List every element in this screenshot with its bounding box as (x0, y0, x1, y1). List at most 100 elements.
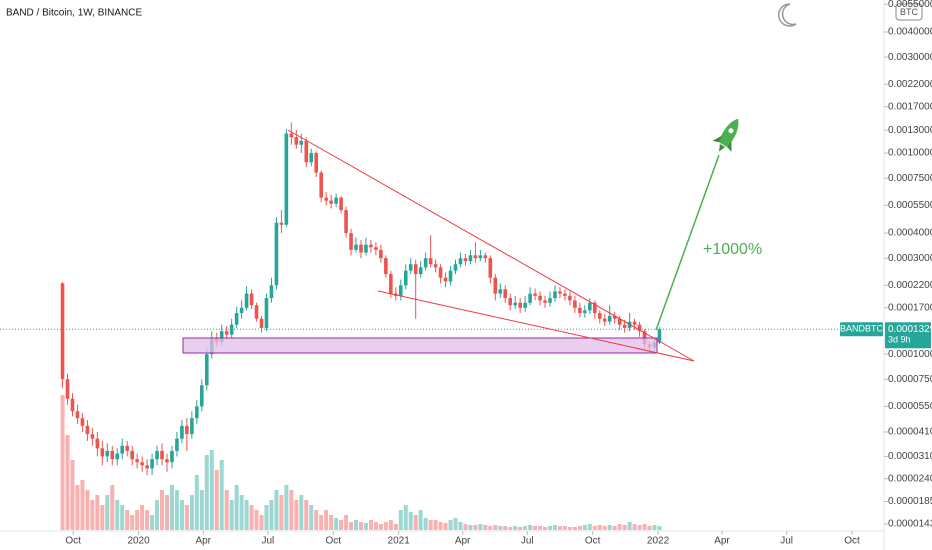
y-tick-label: 0.0000310 (888, 451, 932, 462)
y-tick-label: 0.0017000 (888, 101, 932, 112)
volume-bar (169, 485, 174, 530)
candle-body (155, 450, 159, 460)
candle-body (289, 133, 294, 138)
volume-bar (388, 520, 393, 530)
volume-bar (100, 505, 105, 530)
volume-bar (617, 524, 622, 530)
candle-body (543, 300, 547, 303)
candle-body (175, 438, 179, 451)
volume-bar (562, 526, 567, 530)
candle-body (448, 270, 453, 282)
volume-bar (204, 455, 209, 530)
candle-body (548, 298, 552, 303)
y-tick-label: 0.0000240 (888, 473, 932, 484)
volume-bar (403, 505, 408, 530)
volume-bar (339, 520, 344, 530)
volume-bar (493, 525, 498, 530)
candle-body (617, 318, 622, 325)
candle-body (433, 264, 438, 268)
volume-bar (543, 527, 548, 530)
volume-bar (214, 470, 219, 530)
candle-body (110, 450, 115, 460)
candle-body (553, 291, 557, 299)
volume-bar (309, 505, 314, 530)
volume-bar (239, 495, 244, 530)
volume-bar (557, 526, 562, 530)
volume-bar (592, 526, 597, 530)
candle-body (389, 274, 393, 294)
candle-body (65, 379, 70, 399)
countdown-label: 3d 9h (888, 335, 911, 345)
candle-body (334, 197, 338, 204)
volume-bar (120, 505, 125, 530)
chart-title: BAND / Bitcoin, 1W, BINANCE (6, 8, 142, 19)
y-tick-label: 0.0000185 (888, 496, 932, 507)
volume-bar (294, 500, 299, 530)
candle-body (115, 453, 120, 460)
y-tick-label: 0.0005500 (888, 200, 932, 211)
volume-bar (164, 495, 169, 530)
theme-toggle[interactable] (777, 3, 797, 27)
y-tick-label: 0.0003000 (888, 253, 932, 264)
x-tick-label: Apr (455, 536, 471, 547)
candle-body (125, 445, 129, 451)
candle-body (140, 462, 144, 466)
volume-bar (657, 526, 662, 530)
candle-body (279, 222, 284, 225)
volume-bar (572, 527, 577, 530)
candle-body (528, 293, 532, 303)
volume-bar (274, 490, 279, 530)
volume-bar (473, 525, 478, 530)
x-tick-label: Jul (521, 536, 534, 547)
candle-body (160, 450, 164, 460)
x-tick-label: Apr (195, 536, 211, 547)
candle-body (602, 318, 607, 322)
candle-body (165, 459, 169, 463)
volume-bar (423, 518, 428, 530)
volume-bar (373, 522, 378, 530)
candle-body (299, 140, 304, 145)
volume-bar (468, 525, 473, 530)
volume-bar (577, 526, 582, 530)
y-tick-label: 0.0040000 (888, 27, 932, 38)
volume-bar (95, 495, 100, 530)
volume-bar (428, 520, 433, 530)
volume-bar (249, 505, 254, 530)
symbol-label: BANDBTC (840, 324, 884, 334)
volume-bar (358, 522, 363, 530)
currency-badge[interactable] (895, 3, 923, 21)
candle-body (592, 302, 597, 314)
candle-body (180, 425, 184, 439)
candle-body (463, 258, 468, 262)
candle-body (85, 425, 90, 435)
volume-bar (463, 524, 468, 530)
trend-line-lower (377, 290, 695, 362)
candle-body (468, 255, 473, 262)
volume-bar (448, 520, 453, 530)
volume-bar (194, 475, 199, 530)
volume-bar (229, 500, 234, 530)
volume-bar (518, 527, 523, 530)
volume-bar (145, 510, 150, 530)
y-tick-label: 0.0055000 (888, 0, 932, 10)
volume-bar (488, 526, 493, 530)
y-tick-label: 0.0004000 (888, 228, 932, 239)
volume-bar (284, 485, 289, 530)
candle-body (374, 247, 378, 250)
candle-body (418, 267, 423, 275)
candle-body (269, 285, 274, 299)
volume-bar (363, 523, 368, 530)
volume-bar (160, 490, 165, 530)
candle-body (423, 258, 428, 268)
candle-body (483, 255, 488, 259)
volume-bar (329, 515, 334, 530)
volume-bar (393, 524, 398, 530)
volume-bar (438, 522, 443, 530)
volume-bar (90, 500, 95, 530)
candle-body (573, 300, 577, 308)
volume-bar (378, 524, 383, 530)
volume-bar (150, 515, 155, 530)
rocket-icon (712, 118, 739, 152)
candle-body (597, 313, 602, 319)
